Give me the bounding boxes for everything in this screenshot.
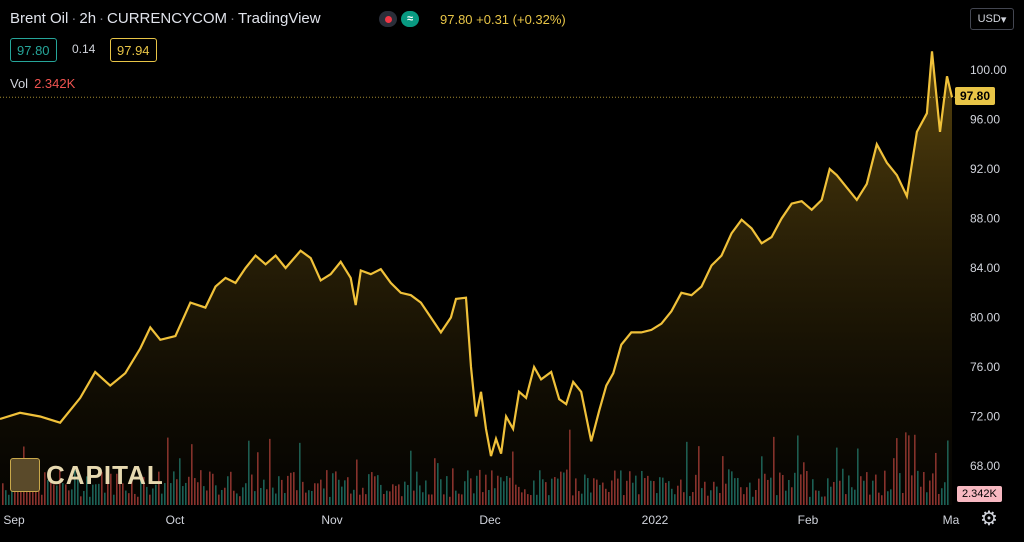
y-axis: 100.00 96.00 92.00 88.00 84.00 80.00 76.00 72.0… xyxy=(970,63,1007,473)
y-tick-label: 76.00 xyxy=(970,360,1000,374)
data-stream-icon[interactable]: ≈ xyxy=(401,11,419,27)
currency-dropdown[interactable]: USD ▾ xyxy=(970,8,1014,30)
symbol-name[interactable]: Brent Oil xyxy=(10,10,69,27)
chevron-down-icon: ▾ xyxy=(1000,13,1007,26)
volume-legend[interactable]: Vol 2.342K xyxy=(10,76,75,91)
market-closed-icon[interactable] xyxy=(379,11,397,27)
x-tick-label: Sep xyxy=(3,513,25,527)
x-tick-label: Oct xyxy=(166,513,185,527)
volume-value: 2.342K xyxy=(34,76,76,91)
spread-value: 0.14 xyxy=(72,42,96,56)
gear-icon[interactable]: ⚙ xyxy=(980,508,998,530)
status-indicators: ≈ xyxy=(379,11,419,27)
provider: TradingView xyxy=(238,10,321,27)
x-axis: Sep Oct Nov Dec 2022 Feb Ma xyxy=(3,513,959,527)
y-tick-label: 100.00 xyxy=(970,63,1007,77)
ask-button[interactable]: 97.94 xyxy=(110,38,157,62)
capital-logo: CAPITAL xyxy=(10,458,164,492)
y-tick-label: 84.00 xyxy=(970,261,1000,275)
y-tick-label: 92.00 xyxy=(970,162,1000,176)
bid-button[interactable]: 97.80 xyxy=(10,38,57,62)
currency-label: USD xyxy=(977,13,1001,25)
lion-icon xyxy=(10,458,40,492)
price-change: 97.80 +0.31 (+0.32%) xyxy=(440,12,566,27)
y-tick-label: 96.00 xyxy=(970,113,1000,127)
chart-header: Brent Oil · 2h · CURRENCYCOM · TradingView xyxy=(10,10,321,27)
last-price-tag: 97.80 xyxy=(955,87,996,105)
x-tick-label: Dec xyxy=(479,513,500,527)
exchange: CURRENCYCOM xyxy=(107,10,228,27)
x-tick-label: 2022 xyxy=(642,513,669,527)
x-tick-label: Feb xyxy=(798,513,819,527)
x-tick-label: Ma xyxy=(943,513,960,527)
price-line xyxy=(0,51,954,457)
interval[interactable]: 2h xyxy=(79,10,97,27)
price-area-fill xyxy=(0,51,952,506)
volume-label: Vol xyxy=(10,76,29,91)
volume-tag: 2.342K xyxy=(957,486,1002,502)
y-tick-label: 88.00 xyxy=(970,212,1000,226)
logo-text: CAPITAL xyxy=(46,459,164,490)
y-tick-label: 72.00 xyxy=(970,410,1000,424)
y-tick-label: 68.00 xyxy=(970,459,1000,473)
y-tick-label: 80.00 xyxy=(970,311,1000,325)
x-tick-label: Nov xyxy=(321,513,342,527)
